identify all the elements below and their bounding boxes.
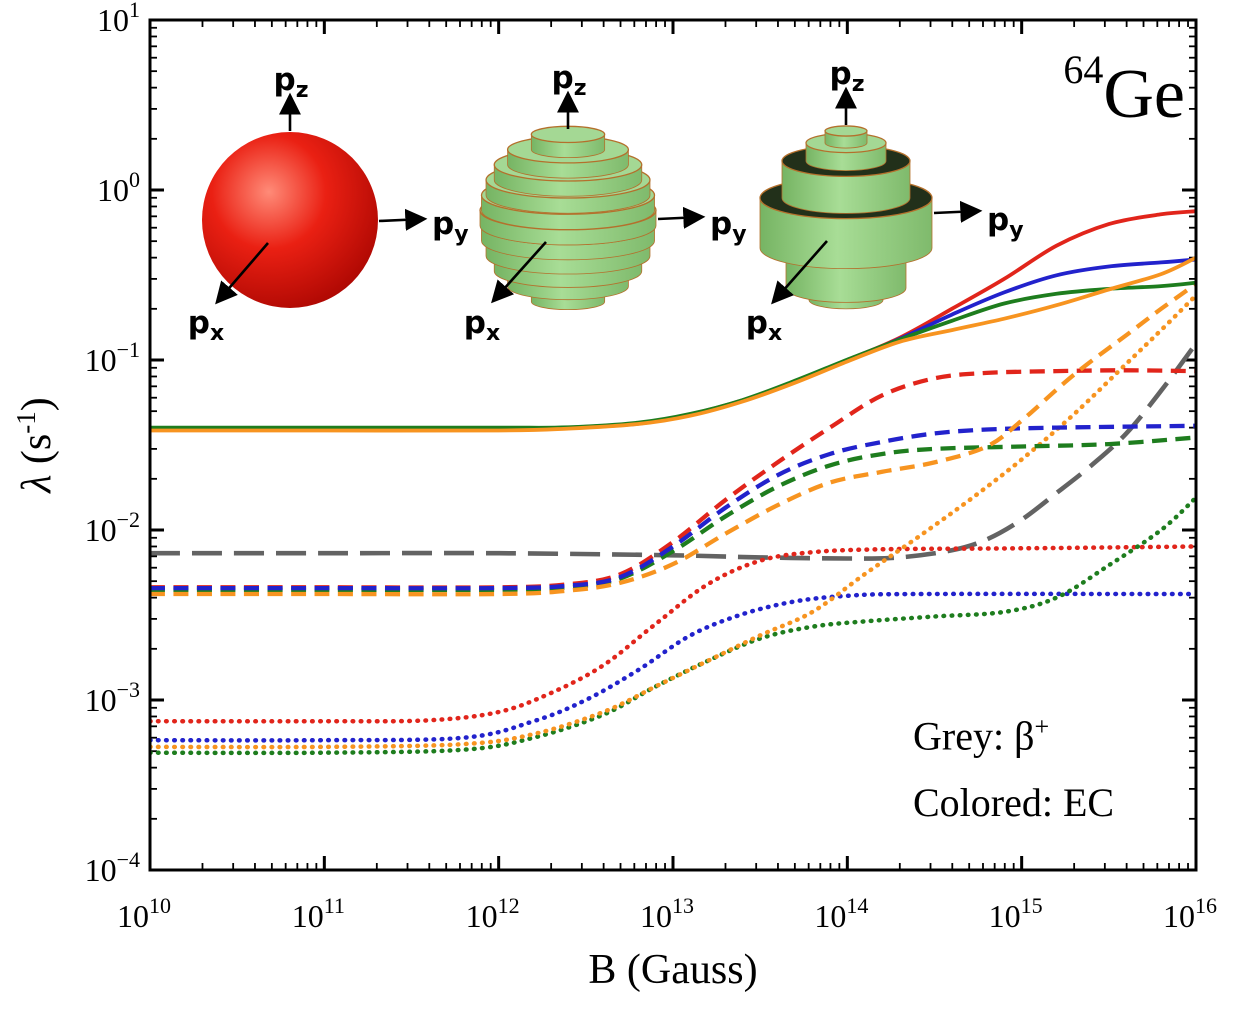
- curve-EC-dotted-orange: [151, 293, 1195, 750]
- sphere-shape: [202, 132, 378, 308]
- pz-label: pz: [829, 56, 864, 97]
- px-arrow: [215, 242, 269, 305]
- y-tick-label-−4: 10−4: [85, 847, 140, 888]
- x-tick-label-12: 1012: [466, 893, 520, 934]
- inset-cylinder-stack-annot: pz py px: [746, 56, 1024, 346]
- legend-grey-symbol: β: [1014, 713, 1035, 759]
- axis-ticks: [148, 18, 1198, 872]
- y-tick-label-−2: 10−2: [85, 507, 140, 548]
- plot-area: 1010 1011 1012 1013 1014 1015 1016 101 100 10−1 10…: [85, 0, 1217, 934]
- y-tick-label-0: 100: [97, 167, 140, 208]
- x-tick-label-11: 1011: [292, 893, 345, 934]
- y-axis-lambda: λ: [14, 474, 60, 493]
- pz-label: pz: [273, 62, 308, 103]
- legend-grey-beta: Grey: β+: [913, 712, 1049, 759]
- px-label: px: [746, 305, 782, 346]
- py-label: py: [987, 202, 1024, 243]
- pz-label: pz: [551, 60, 586, 101]
- px-label: px: [464, 305, 500, 346]
- py-label: py: [710, 206, 747, 247]
- y-axis-units-sup: -1: [11, 411, 41, 434]
- inset-sphere: pz py px: [188, 62, 469, 346]
- curves: [151, 209, 1195, 756]
- inset-disk-sphere: [479, 125, 657, 311]
- legend-grey-sup: +: [1034, 712, 1050, 741]
- x-tick-label-14: 1014: [814, 893, 868, 934]
- inset-cylinder-stack: [759, 125, 933, 310]
- y-axis-units-post: ): [14, 397, 60, 412]
- isotope-mass: 64: [1063, 47, 1104, 92]
- x-tick-label-15: 1015: [989, 893, 1043, 934]
- isotope-element: Ge: [1103, 56, 1185, 133]
- x-tick-label-13: 1013: [640, 893, 694, 934]
- x-tick-label-10: 1010: [117, 893, 171, 934]
- y-axis-units-pre: (s: [14, 433, 60, 475]
- px-arrow: [491, 241, 547, 304]
- inset-disk-sphere-annot: pz py px: [464, 60, 747, 346]
- py-label: py: [432, 206, 469, 247]
- curve-beta-plus-grey: [151, 342, 1195, 561]
- curve-EC-dotted-blue: [151, 591, 1195, 743]
- curve-EC-dotted-red: [151, 544, 1195, 724]
- curve-EC-dotted-green: [151, 495, 1195, 756]
- legend-colored-ec: Colored: EC: [913, 780, 1115, 825]
- py-arrow: [933, 200, 983, 223]
- curve-EC-dashed-green: [151, 435, 1195, 593]
- curve-EC-solid-orange: [151, 256, 1195, 433]
- curve-EC-dashed-orange: [151, 282, 1195, 597]
- py-arrow: [657, 206, 706, 229]
- tick-labels: 1010 1011 1012 1013 1014 1015 1016 101 100 10−1 10…: [85, 0, 1217, 934]
- curve-EC-dashed-red: [151, 368, 1195, 590]
- x-tick-label-16: 1016: [1163, 893, 1217, 934]
- px-arrow: [771, 240, 828, 305]
- y-tick-label-−1: 10−1: [85, 337, 140, 378]
- py-arrow: [378, 208, 428, 231]
- legend-grey-prefix: Grey:: [913, 713, 1015, 759]
- curve-EC-dashed-blue: [151, 423, 1195, 591]
- y-axis-title: λ (s-1): [11, 397, 61, 493]
- px-label: px: [188, 305, 224, 346]
- y-tick-label-1: 101: [97, 0, 140, 38]
- y-tick-label-−3: 10−3: [85, 677, 140, 718]
- x-axis-title: B (Gauss): [588, 947, 758, 993]
- isotope-annotation: 64Ge: [1000, 50, 1185, 130]
